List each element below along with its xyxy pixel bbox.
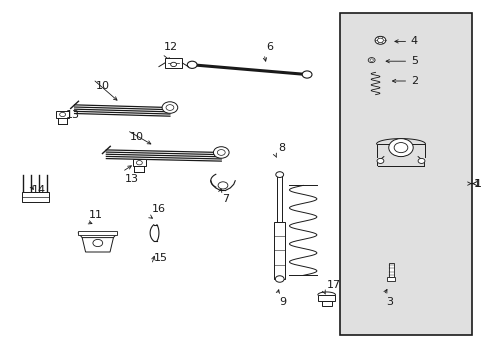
Text: 1: 1	[472, 179, 479, 189]
Circle shape	[275, 276, 284, 282]
Text: 12: 12	[164, 42, 178, 52]
Text: 8: 8	[277, 143, 285, 153]
Bar	[132, 159, 146, 166]
Circle shape	[388, 139, 412, 157]
Polygon shape	[82, 238, 113, 252]
Bar	[388, 263, 393, 277]
Circle shape	[170, 62, 176, 67]
Circle shape	[374, 36, 385, 44]
Text: 17: 17	[326, 280, 340, 290]
Text: 3: 3	[386, 297, 392, 307]
Text: 16: 16	[151, 204, 165, 214]
Circle shape	[377, 38, 383, 42]
Circle shape	[367, 58, 374, 63]
Circle shape	[60, 112, 65, 117]
Circle shape	[213, 147, 228, 158]
Circle shape	[393, 143, 407, 153]
Text: 14: 14	[32, 185, 46, 195]
Bar	[78, 231, 117, 235]
Text: 9: 9	[279, 297, 286, 307]
Circle shape	[136, 161, 142, 165]
Text: 13: 13	[124, 174, 139, 184]
Circle shape	[93, 239, 102, 247]
Bar	[164, 58, 182, 68]
Bar	[321, 301, 331, 306]
Text: 11: 11	[89, 210, 103, 220]
Text: 5: 5	[410, 56, 417, 66]
Bar	[56, 111, 69, 118]
Text: 15: 15	[154, 253, 168, 263]
Text: 13: 13	[66, 110, 80, 120]
Text: 2: 2	[410, 76, 417, 86]
Text: 10: 10	[129, 132, 143, 142]
Circle shape	[275, 172, 283, 177]
Text: 7: 7	[222, 194, 229, 204]
Circle shape	[302, 71, 311, 78]
Circle shape	[369, 59, 373, 61]
Bar	[277, 175, 282, 221]
Circle shape	[165, 105, 174, 111]
Bar	[339, 13, 471, 335]
Circle shape	[187, 61, 197, 68]
Bar	[21, 192, 49, 202]
Bar	[317, 295, 335, 301]
Bar	[386, 277, 394, 281]
Text: 6: 6	[266, 42, 273, 52]
Text: 4: 4	[410, 36, 417, 46]
Circle shape	[217, 150, 224, 156]
Circle shape	[417, 158, 424, 163]
Text: 1: 1	[473, 179, 480, 189]
Circle shape	[162, 102, 178, 113]
Circle shape	[218, 182, 227, 189]
Bar	[274, 221, 285, 279]
Text: 10: 10	[95, 81, 109, 91]
Circle shape	[376, 158, 383, 163]
